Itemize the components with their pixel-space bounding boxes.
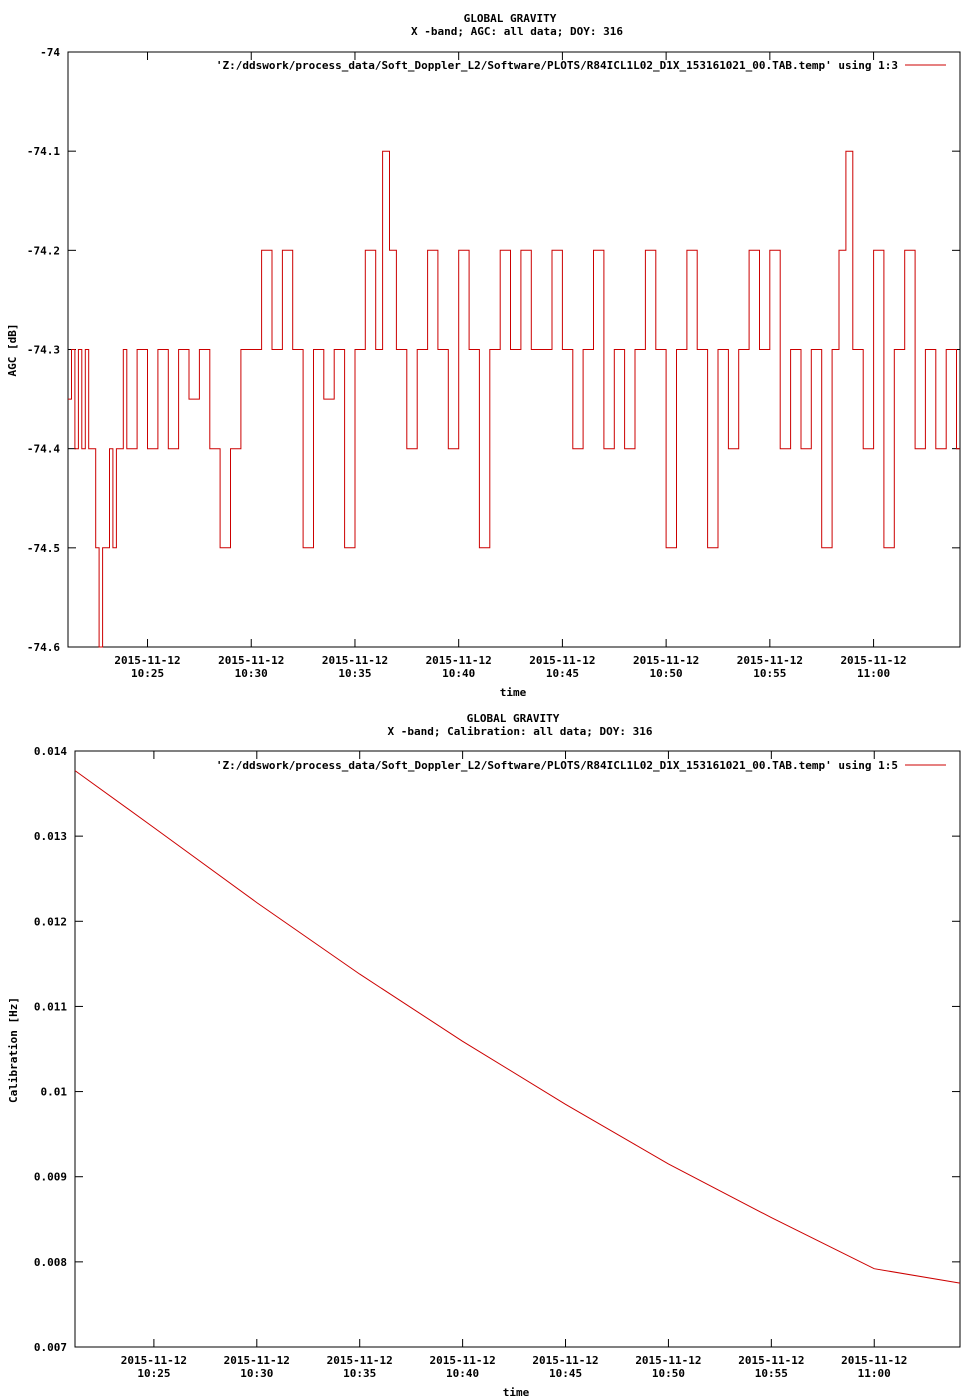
calibration-plot-frame <box>74 750 961 1348</box>
agc-x-axis-label: time <box>500 686 527 699</box>
calibration-x-tick-time: 10:35 <box>343 1367 376 1380</box>
agc-x-tick-time: 10:35 <box>338 667 371 680</box>
agc-x-tick-date: 2015-11-12 <box>737 654 803 667</box>
agc-x-tick-time: 11:00 <box>857 667 890 680</box>
agc-x-tick-time: 10:45 <box>546 667 579 680</box>
calibration-x-tick-date: 2015-11-12 <box>738 1354 804 1367</box>
calibration-x-tick-date: 2015-11-12 <box>635 1354 701 1367</box>
calibration-x-tick-date: 2015-11-12 <box>429 1354 495 1367</box>
agc-x-tick-time: 10:40 <box>442 667 475 680</box>
calibration-x-tick-time: 10:25 <box>137 1367 170 1380</box>
agc-x-tick-date: 2015-11-12 <box>114 654 180 667</box>
agc-series-line <box>68 150 960 648</box>
agc-legend: 'Z:/ddswork/process_data/Soft_Doppler_L2… <box>216 59 946 72</box>
calibration-x-tick-time: 10:45 <box>549 1367 582 1380</box>
calibration-legend: 'Z:/ddswork/process_data/Soft_Doppler_L2… <box>216 759 946 772</box>
calibration-y-tick-label: 0.008 <box>34 1256 67 1269</box>
calibration-x-tick-date: 2015-11-12 <box>121 1354 187 1367</box>
calibration-y-tick-label: 0.007 <box>34 1341 67 1354</box>
calibration-chart: GLOBAL GRAVITY X -band; Calibration: all… <box>7 712 961 1399</box>
agc-legend-label: 'Z:/ddswork/process_data/Soft_Doppler_L2… <box>216 59 898 72</box>
agc-chart-subtitle: X -band; AGC: all data; DOY: 316 <box>411 25 623 38</box>
calibration-x-tick-date: 2015-11-12 <box>327 1354 393 1367</box>
calibration-series-line <box>74 770 961 1284</box>
agc-x-tick-time: 10:50 <box>650 667 683 680</box>
agc-y-tick-label: -74.3 <box>27 344 60 357</box>
agc-chart-title: GLOBAL GRAVITY <box>464 12 557 25</box>
agc-x-tick-date: 2015-11-12 <box>218 654 284 667</box>
calibration-x-tick-date: 2015-11-12 <box>532 1354 598 1367</box>
agc-y-tick-label: -74.4 <box>27 443 60 456</box>
agc-x-tick-time: 10:30 <box>235 667 268 680</box>
agc-y-tick-label: -74.5 <box>27 542 60 555</box>
calibration-x-tick-time: 10:50 <box>652 1367 685 1380</box>
calibration-y-tick-label: 0.011 <box>34 1000 67 1013</box>
calibration-x-axis-label: time <box>503 1386 530 1399</box>
agc-y-ticks: -74 -74.1 -74.2 -74.3 -74.4 -74.5 -74.6 <box>27 46 960 654</box>
agc-y-tick-label: -74.6 <box>27 641 60 654</box>
calibration-x-ticks: 2015-11-1210:252015-11-1210:302015-11-12… <box>121 751 907 1380</box>
agc-x-tick-date: 2015-11-12 <box>322 654 388 667</box>
agc-y-tick-label: -74 <box>40 46 60 59</box>
calibration-legend-label: 'Z:/ddswork/process_data/Soft_Doppler_L2… <box>216 759 898 772</box>
agc-x-tick-time: 10:55 <box>753 667 786 680</box>
agc-x-tick-date: 2015-11-12 <box>840 654 906 667</box>
calibration-x-tick-time: 10:40 <box>446 1367 479 1380</box>
calibration-x-tick-time: 10:30 <box>240 1367 273 1380</box>
agc-y-tick-label: -74.1 <box>27 145 60 158</box>
agc-y-tick-label: -74.2 <box>27 244 60 257</box>
calibration-y-tick-label: 0.013 <box>34 830 67 843</box>
calibration-x-tick-time: 10:55 <box>755 1367 788 1380</box>
calibration-y-tick-label: 0.014 <box>34 745 67 758</box>
calibration-y-tick-label: 0.01 <box>41 1086 68 1099</box>
agc-x-tick-date: 2015-11-12 <box>426 654 492 667</box>
agc-x-tick-date: 2015-11-12 <box>529 654 595 667</box>
agc-y-axis-label: AGC [dB] <box>6 324 19 377</box>
calibration-y-tick-label: 0.012 <box>34 915 67 928</box>
calibration-x-tick-date: 2015-11-12 <box>841 1354 907 1367</box>
calibration-chart-title: GLOBAL GRAVITY <box>467 712 560 725</box>
calibration-y-axis-label: Calibration [Hz] <box>7 997 20 1103</box>
agc-x-tick-time: 10:25 <box>131 667 164 680</box>
calibration-y-ticks: 0.014 0.013 0.012 0.011 0.01 0.009 0.008 0.007 <box>34 745 960 1354</box>
agc-x-ticks: 2015-11-1210:252015-11-1210:302015-11-12… <box>114 52 907 680</box>
calibration-x-tick-time: 11:00 <box>858 1367 891 1380</box>
agc-x-tick-date: 2015-11-12 <box>633 654 699 667</box>
calibration-x-tick-date: 2015-11-12 <box>224 1354 290 1367</box>
calibration-y-tick-label: 0.009 <box>34 1171 67 1184</box>
agc-chart: GLOBAL GRAVITY X -band; AGC: all data; D… <box>6 12 961 699</box>
calibration-chart-subtitle: X -band; Calibration: all data; DOY: 316 <box>388 725 653 738</box>
